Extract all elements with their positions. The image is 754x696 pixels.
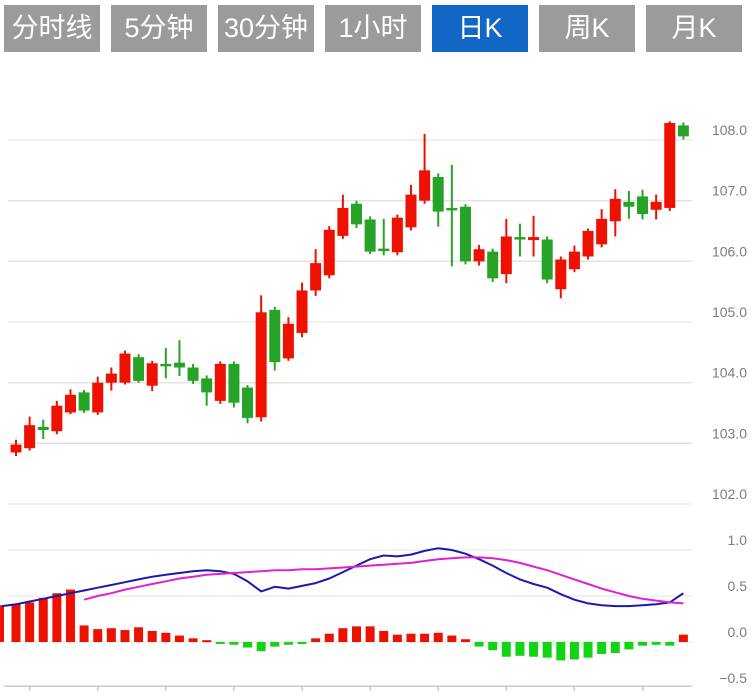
timeframe-tabs: 分时线 5分钟 30分钟 1小时 日K 周K 月K xyxy=(4,5,742,52)
svg-text:105.0: 105.0 xyxy=(712,304,747,320)
tab-weekly-k[interactable]: 周K xyxy=(539,5,635,52)
svg-text:102.0: 102.0 xyxy=(712,486,747,502)
price-axis-labels: 108.0 107.0 106.0 105.0 104.0 103.0 102.0 1.0 0.… xyxy=(712,122,747,686)
svg-text:106.0: 106.0 xyxy=(712,243,747,259)
tab-daily-k[interactable]: 日K xyxy=(432,5,528,52)
svg-text:104.0: 104.0 xyxy=(712,365,747,381)
tab-monthly-k[interactable]: 月K xyxy=(646,5,742,52)
dea-line xyxy=(83,556,684,605)
svg-text:−0.5: −0.5 xyxy=(719,670,747,686)
tab-5min[interactable]: 5分钟 xyxy=(111,5,207,52)
svg-text:108.0: 108.0 xyxy=(712,122,747,138)
tab-timeline[interactable]: 分时线 xyxy=(4,5,100,52)
svg-text:107.0: 107.0 xyxy=(712,183,747,199)
svg-text:0.0: 0.0 xyxy=(728,624,748,640)
svg-text:1.0: 1.0 xyxy=(728,532,748,548)
tab-1hour[interactable]: 1小时 xyxy=(325,5,421,52)
svg-text:103.0: 103.0 xyxy=(712,425,747,441)
tab-30min[interactable]: 30分钟 xyxy=(218,5,314,52)
dif-line xyxy=(1,547,684,608)
candles xyxy=(10,121,689,457)
macd-histogram xyxy=(0,589,688,661)
svg-text:0.5: 0.5 xyxy=(728,578,748,594)
x-axis xyxy=(4,685,692,691)
